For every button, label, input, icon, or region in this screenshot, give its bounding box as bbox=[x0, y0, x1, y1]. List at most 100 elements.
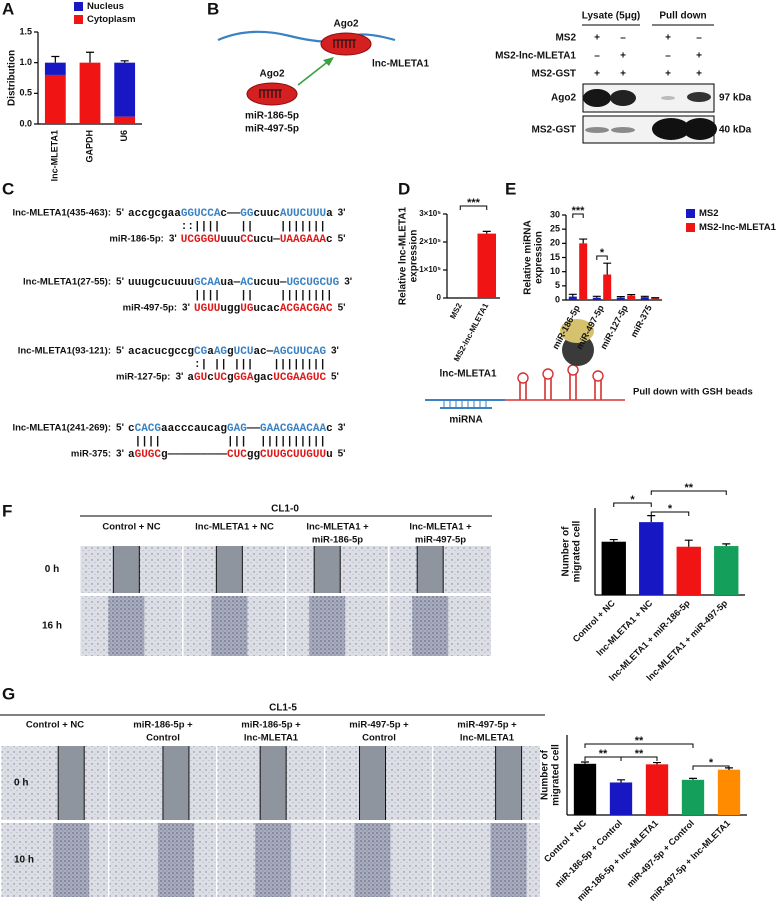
bar bbox=[639, 522, 664, 595]
sequence-segment: CUC bbox=[227, 449, 247, 461]
sequence-segment: uuu bbox=[220, 234, 240, 246]
mirna-label: miR-127-5p: bbox=[116, 372, 170, 383]
column-header: Control bbox=[362, 733, 396, 744]
significance-label: ** bbox=[599, 748, 608, 760]
column-header: Control + NC bbox=[102, 522, 160, 533]
target-label: lnc-MLETA1(435-463): bbox=[12, 208, 111, 219]
sequence-segment: AC bbox=[240, 277, 254, 289]
error-bar bbox=[581, 761, 589, 764]
y-axis-label: expression bbox=[409, 230, 420, 283]
sequence-segment: g bbox=[227, 372, 234, 384]
column-header: Control + NC bbox=[26, 720, 84, 731]
strand-end: 3' bbox=[169, 234, 177, 245]
significance-label: ** bbox=[635, 735, 644, 747]
bar bbox=[592, 297, 601, 300]
sequence-segment: AUUCUUU bbox=[280, 208, 326, 220]
y-tick-label: 20 bbox=[550, 238, 560, 248]
strand-end: 3' bbox=[182, 303, 190, 314]
significance-bracket bbox=[692, 765, 730, 770]
legend-label: Nucleus bbox=[87, 1, 124, 12]
blot-sign: – bbox=[594, 51, 600, 62]
significance-label: * bbox=[600, 247, 605, 259]
significance-bracket bbox=[613, 502, 652, 507]
significance-bracket bbox=[584, 743, 694, 748]
sequence-segment: UCGAAGUC bbox=[273, 372, 326, 384]
sequence: UCGGGUuuuCCucu—UAAGAAAc bbox=[181, 234, 333, 246]
band-size: 97 kDa bbox=[719, 93, 752, 104]
wound-gap bbox=[260, 746, 287, 820]
wound-gap bbox=[495, 746, 522, 820]
strand-end: 5' bbox=[338, 449, 346, 460]
blot-sign: – bbox=[620, 33, 626, 44]
blot-row-label: MS2 bbox=[555, 33, 576, 44]
bar bbox=[651, 298, 660, 300]
wound-region bbox=[354, 823, 391, 897]
sequence-segment: cuuc bbox=[253, 208, 279, 220]
blot-sign: + bbox=[696, 69, 702, 80]
bar-segment bbox=[79, 62, 101, 124]
wound-gap bbox=[314, 546, 341, 593]
sequence: aGUcUCgGGAgacUCGAAGUC bbox=[187, 372, 326, 384]
wound-edge bbox=[162, 746, 190, 820]
column-header: miR-497-5p bbox=[415, 535, 466, 546]
wound-edge bbox=[495, 746, 523, 820]
band bbox=[652, 118, 690, 140]
y-tick-label: 0 bbox=[437, 293, 442, 302]
sequence-segment: c bbox=[207, 372, 214, 384]
sequence-segment: c—— bbox=[220, 208, 240, 220]
error-bar bbox=[592, 295, 601, 298]
wound-region bbox=[53, 823, 90, 897]
significance-label: * bbox=[668, 503, 673, 515]
wound-region bbox=[108, 596, 145, 656]
column-header: Control bbox=[146, 733, 180, 744]
panel-letter: A bbox=[2, 0, 14, 18]
column-header: lnc-MLETA1 + bbox=[306, 522, 369, 533]
sequence-segment: ACGACGAC bbox=[280, 303, 333, 315]
arrow bbox=[297, 59, 331, 86]
sequence-segment: c bbox=[326, 234, 333, 246]
wound-region bbox=[157, 823, 194, 897]
caption: Pull down with GSH beads bbox=[633, 387, 753, 398]
error-bar bbox=[617, 779, 625, 783]
sequence-segment: a bbox=[187, 372, 194, 384]
sequence-segment: a bbox=[207, 346, 214, 358]
significance-bracket bbox=[620, 756, 658, 761]
wound-region bbox=[309, 596, 346, 656]
wound-gap bbox=[113, 546, 140, 593]
rna-diagram bbox=[217, 30, 396, 106]
x-tick-label: GAPDH bbox=[84, 130, 94, 163]
y-tick-label: 2×10⁵ bbox=[419, 237, 441, 246]
significance-bracket bbox=[596, 255, 608, 260]
wound-region bbox=[412, 596, 449, 656]
sequence-segment: c bbox=[326, 423, 333, 435]
strand-end: 3' bbox=[331, 346, 339, 357]
strand-end: 5' bbox=[116, 208, 124, 219]
sequence-segment: CC bbox=[240, 234, 254, 246]
band bbox=[610, 90, 636, 106]
significance-bracket bbox=[650, 490, 727, 495]
error-bar bbox=[86, 51, 94, 63]
protein-label: Ago2 bbox=[260, 69, 285, 80]
x-tick-label: miR-497-5p + Control bbox=[625, 818, 696, 889]
mirna-label: miR-186-5p: bbox=[109, 234, 163, 245]
band-label: MS2-GST bbox=[532, 125, 576, 136]
sequence-segment: UCU bbox=[234, 346, 254, 358]
cell-line-title: CL1-0 bbox=[271, 504, 299, 515]
sequence-segment: uuugcucuuu bbox=[128, 277, 194, 289]
y-tick-label: 25 bbox=[550, 224, 560, 234]
sequence-segment: gac bbox=[253, 372, 273, 384]
sequence-segment: u bbox=[326, 449, 333, 461]
error-bar bbox=[627, 294, 636, 296]
y-tick-label: 1.5 bbox=[19, 26, 32, 36]
ms2-gst bbox=[560, 319, 594, 343]
sequence-segment: UCGGGU bbox=[181, 234, 221, 246]
bar-segment bbox=[44, 62, 66, 75]
wound-region bbox=[255, 823, 292, 897]
panel-letter: D bbox=[398, 179, 410, 198]
sequence-segment: ua— bbox=[220, 277, 240, 289]
loop bbox=[567, 364, 579, 376]
sequence-segment: ac— bbox=[253, 346, 273, 358]
sequence: uuugcucuuuGCAAua—ACucuu—UGCUGCUG bbox=[128, 277, 340, 289]
error-bar bbox=[579, 238, 588, 244]
